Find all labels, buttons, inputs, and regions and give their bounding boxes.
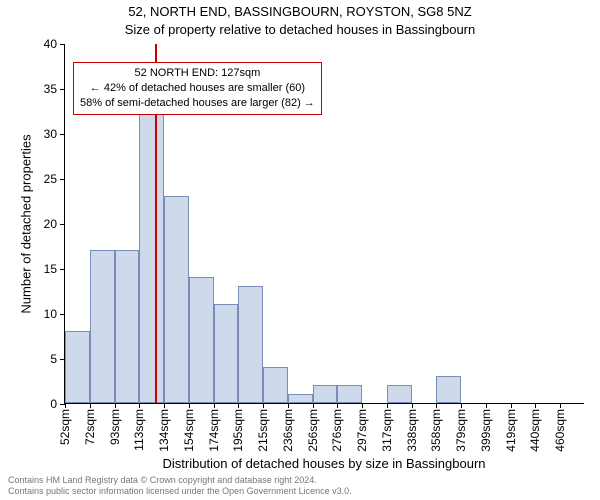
annotation-line-3: 58% of semi-detached houses are larger (…	[80, 96, 315, 111]
plot-area: 051015202530354052sqm72sqm93sqm113sqm134…	[64, 44, 584, 404]
x-tick-label: 256sqm	[306, 409, 320, 452]
annotation-line-2: ← 42% of detached houses are smaller (60…	[80, 81, 315, 96]
x-tick	[115, 403, 116, 408]
y-tick-label: 20	[44, 217, 65, 231]
x-tick	[535, 403, 536, 408]
y-tick-label: 40	[44, 37, 65, 51]
x-tick-label: 338sqm	[405, 409, 419, 452]
x-tick	[214, 403, 215, 408]
x-tick-label: 236sqm	[281, 409, 295, 452]
y-tick-label: 30	[44, 127, 65, 141]
histogram-bar	[65, 331, 90, 403]
x-tick-label: 419sqm	[504, 409, 518, 452]
x-tick	[139, 403, 140, 408]
x-tick-label: 317sqm	[380, 409, 394, 452]
histogram-bar	[387, 385, 412, 403]
figure-root: 52, NORTH END, BASSINGBOURN, ROYSTON, SG…	[0, 0, 600, 500]
histogram-bar	[139, 97, 164, 403]
x-tick	[189, 403, 190, 408]
x-tick-label: 134sqm	[157, 409, 171, 452]
x-tick-label: 113sqm	[132, 409, 146, 451]
footer-line-2: Contains public sector information licen…	[8, 486, 352, 497]
y-tick-label: 5	[50, 352, 65, 366]
x-tick	[461, 403, 462, 408]
chart-title: Size of property relative to detached ho…	[0, 22, 600, 37]
x-tick	[436, 403, 437, 408]
y-tick-label: 35	[44, 82, 65, 96]
x-tick-label: 297sqm	[355, 409, 369, 452]
x-tick	[164, 403, 165, 408]
x-tick-label: 195sqm	[231, 409, 245, 452]
histogram-bar	[189, 277, 214, 403]
x-tick	[486, 403, 487, 408]
x-tick	[387, 403, 388, 408]
x-axis-label: Distribution of detached houses by size …	[64, 456, 584, 471]
x-tick	[263, 403, 264, 408]
y-tick-label: 10	[44, 307, 65, 321]
histogram-bar	[115, 250, 140, 403]
x-tick	[65, 403, 66, 408]
annotation-box: 52 NORTH END: 127sqm← 42% of detached ho…	[73, 62, 322, 115]
histogram-bar	[337, 385, 362, 403]
x-tick	[362, 403, 363, 408]
histogram-bar	[263, 367, 288, 403]
x-tick-label: 93sqm	[108, 409, 122, 445]
y-tick-label: 25	[44, 172, 65, 186]
x-tick-label: 72sqm	[83, 409, 97, 445]
x-tick	[511, 403, 512, 408]
histogram-bar	[436, 376, 461, 403]
footer-caption: Contains HM Land Registry data © Crown c…	[8, 475, 352, 498]
x-tick-label: 399sqm	[479, 409, 493, 452]
y-tick-label: 15	[44, 262, 65, 276]
footer-line-1: Contains HM Land Registry data © Crown c…	[8, 475, 352, 486]
plot-outer: 051015202530354052sqm72sqm93sqm113sqm134…	[64, 44, 584, 404]
histogram-bar	[238, 286, 263, 403]
x-tick	[238, 403, 239, 408]
x-tick-label: 276sqm	[330, 409, 344, 452]
x-tick	[313, 403, 314, 408]
annotation-line-1: 52 NORTH END: 127sqm	[80, 66, 315, 81]
histogram-bar	[164, 196, 189, 403]
histogram-bar	[313, 385, 338, 403]
histogram-bar	[288, 394, 313, 403]
x-tick	[337, 403, 338, 408]
x-tick-label: 358sqm	[429, 409, 443, 452]
x-tick-label: 379sqm	[454, 409, 468, 452]
x-tick-label: 154sqm	[182, 409, 196, 452]
x-tick	[560, 403, 561, 408]
y-axis-label: Number of detached properties	[18, 44, 34, 404]
histogram-bar	[214, 304, 239, 403]
x-tick-label: 52sqm	[58, 409, 72, 445]
x-tick	[288, 403, 289, 408]
x-tick-label: 460sqm	[553, 409, 567, 452]
x-tick	[412, 403, 413, 408]
x-tick-label: 215sqm	[256, 409, 270, 452]
histogram-bar	[90, 250, 115, 403]
x-tick-label: 440sqm	[528, 409, 542, 452]
x-tick	[90, 403, 91, 408]
x-tick-label: 174sqm	[207, 409, 221, 452]
y-axis-label-text: Number of detached properties	[19, 134, 34, 313]
chart-supertitle: 52, NORTH END, BASSINGBOURN, ROYSTON, SG…	[0, 4, 600, 19]
